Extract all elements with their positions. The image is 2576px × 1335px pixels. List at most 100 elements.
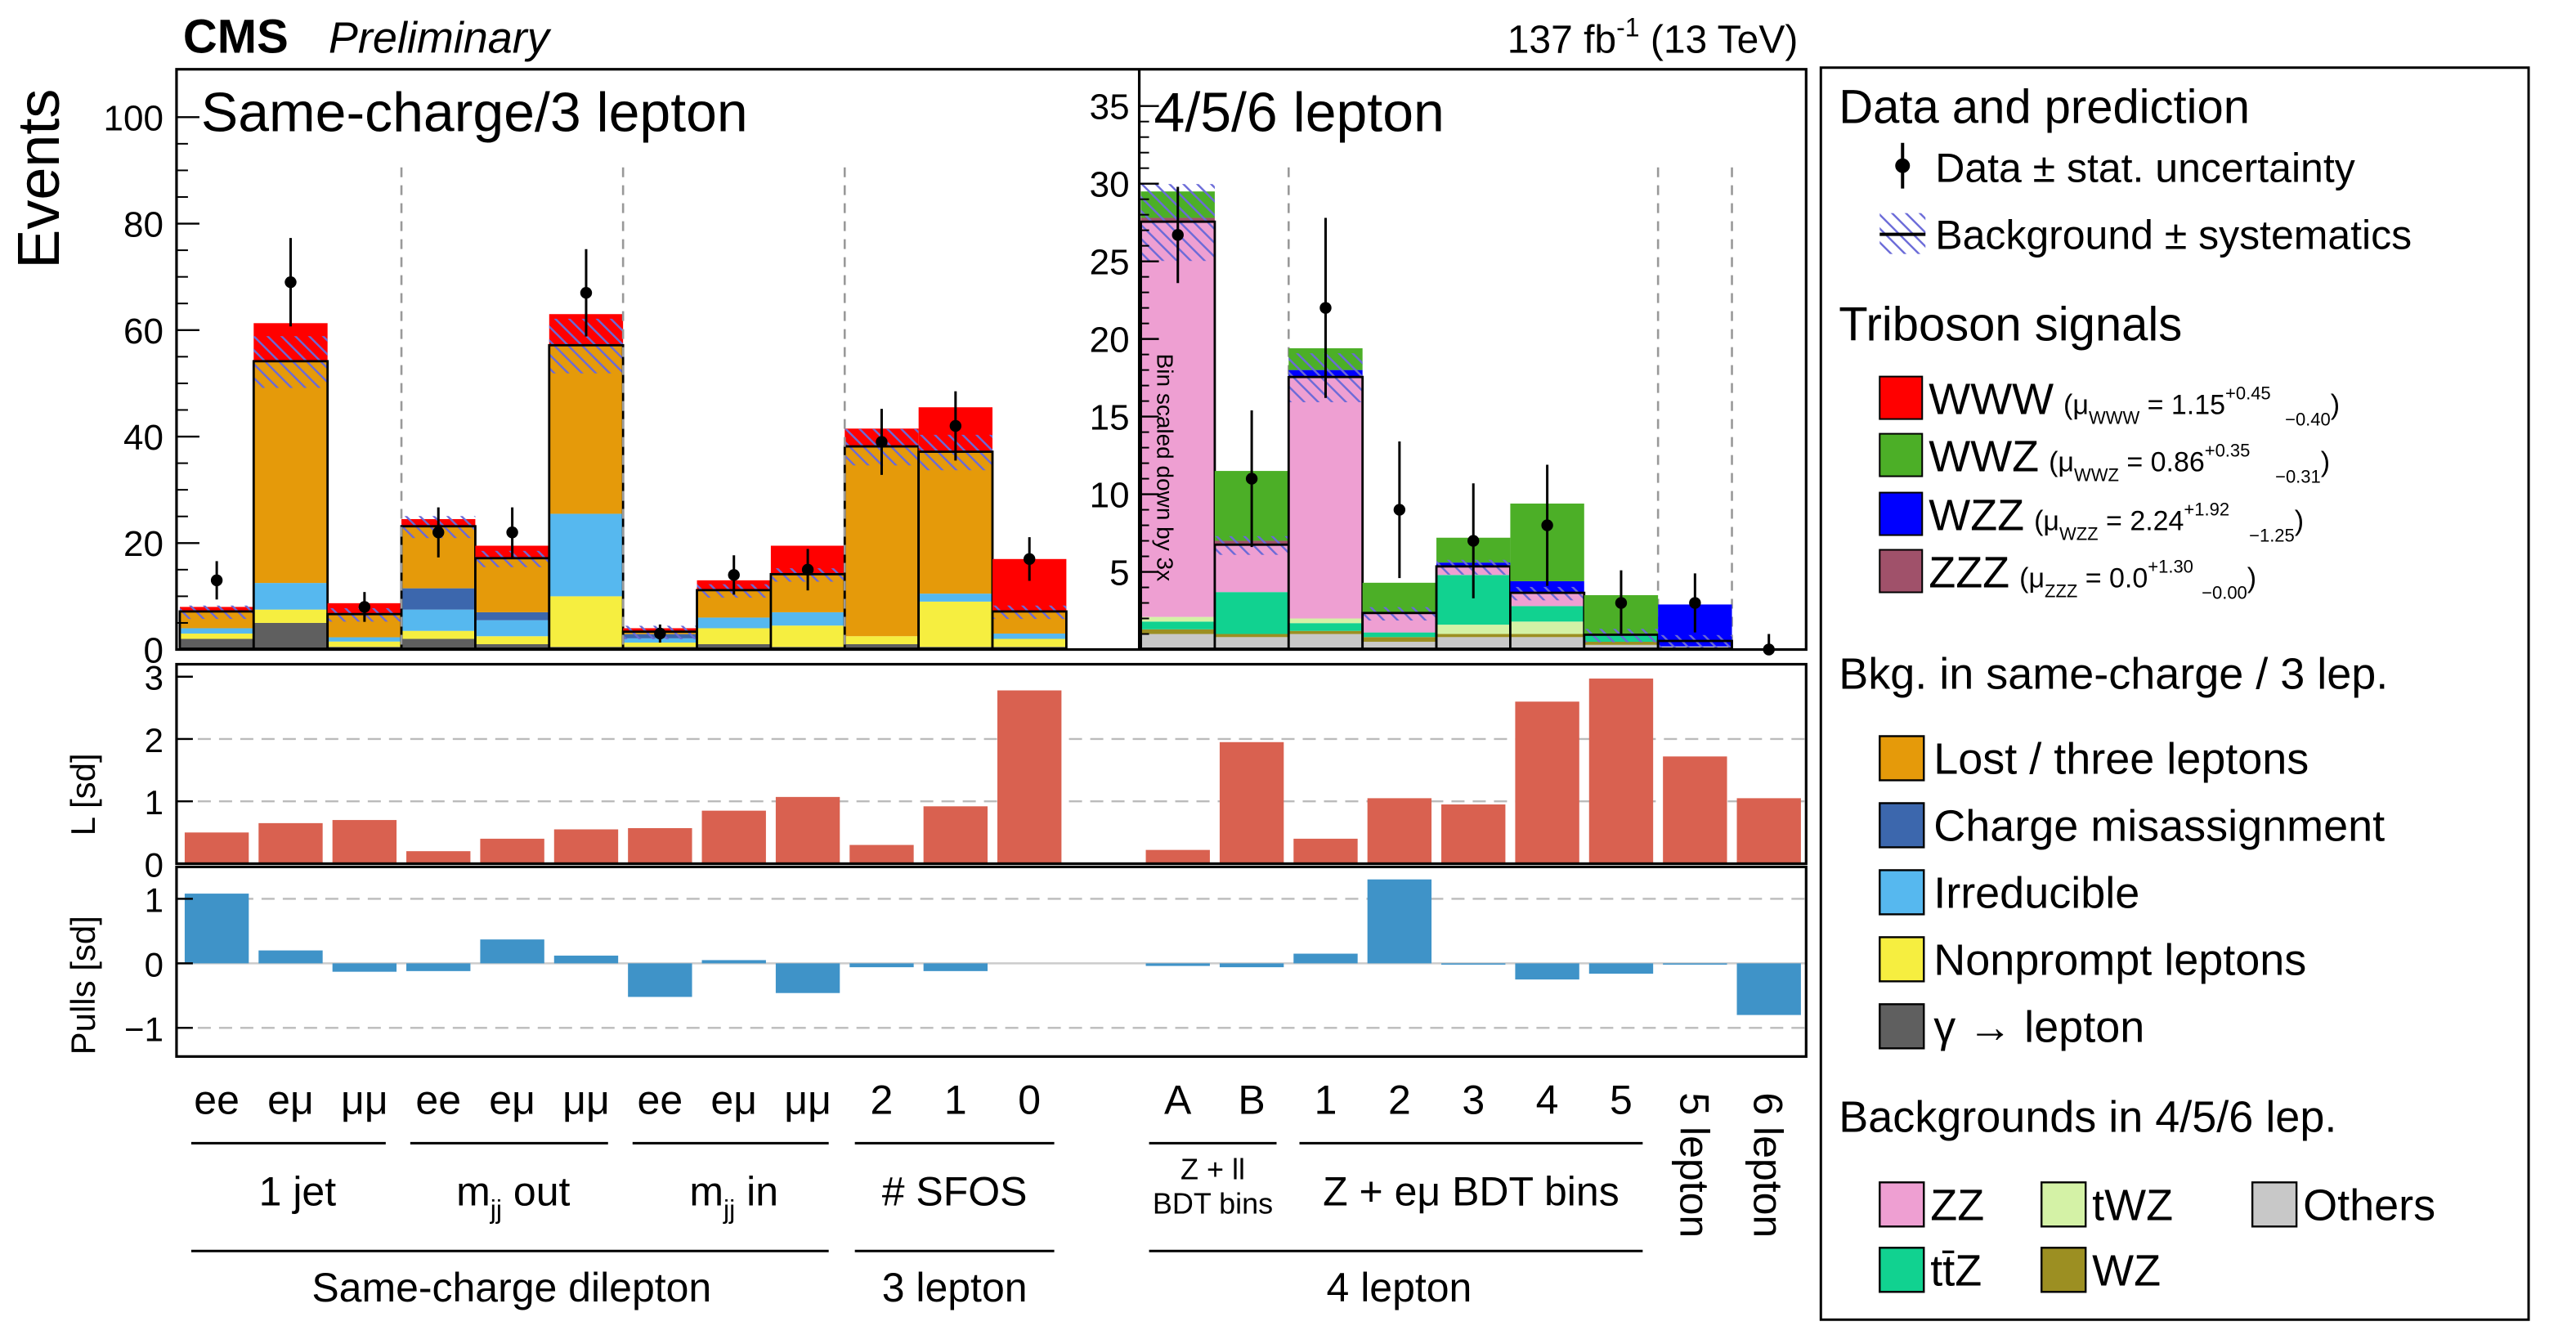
legend-swatch-zzz (1879, 549, 1924, 594)
data-point (1615, 597, 1628, 609)
legend-swatch-ttz (1879, 1247, 1925, 1293)
pull-S-bar (923, 963, 988, 971)
legend-nonprompt: Nonprompt leptons (1933, 935, 2306, 984)
label-1-jet: 1 jet (259, 1168, 337, 1214)
x-tick-label: ee (638, 1077, 683, 1122)
legend-wwz-name: WWZ (1929, 432, 2039, 482)
legend-bkg-label: Background ± systematics (1935, 213, 2412, 258)
pull-L-bar (1588, 679, 1654, 864)
legend-twz: tWZ (2092, 1180, 2173, 1230)
pull-L-bar (1663, 756, 1727, 864)
stack-segment-Others (1214, 637, 1289, 650)
legend-swatch-photon (1879, 1003, 1925, 1050)
y-tick-label: 1 (145, 880, 164, 919)
lumi-sup: -1 (1616, 13, 1639, 43)
y-tick-label: 35 (1090, 87, 1130, 128)
pull-L-bar (628, 827, 692, 864)
pull-S-bar (775, 963, 840, 993)
lumi-energy: (13 TeV) (1640, 19, 1799, 62)
x-tick-label: B (1238, 1077, 1265, 1122)
x-tick-label: eμ (267, 1077, 314, 1122)
legend-swatch-wwz (1879, 432, 1924, 477)
data-point (358, 601, 371, 613)
stack-segment-ttZ (1214, 592, 1289, 634)
bkg-outline (1656, 639, 1733, 650)
legend-data-marker (1895, 158, 1911, 173)
mjj-rest: in (735, 1168, 778, 1214)
stack-segment-nonprompt (179, 633, 254, 639)
legend-swatch-nonprompt (1879, 936, 1925, 983)
pull-S-bar (332, 963, 397, 972)
legend-www-dn: −0.40 (2285, 410, 2331, 430)
stack-segment-nonprompt (401, 630, 476, 639)
stack-segment-nonprompt (253, 609, 328, 623)
main-frame (175, 68, 1808, 652)
y-tick-label: 0 (143, 631, 163, 671)
x-tick-label: ee (194, 1077, 240, 1122)
pull-L-bar (1145, 849, 1210, 864)
y-axis-label-pulls: Pulls [sd] (64, 916, 102, 1055)
label-zll: Z + ll (1180, 1152, 1245, 1185)
legend-wzz-mu: (μ (2034, 506, 2059, 537)
legend-www-name: WWW (1929, 375, 2054, 424)
y-tick-label: 10 (1090, 476, 1130, 516)
y-tick-label: 100 (104, 98, 164, 138)
stack-segment-nonprompt (844, 636, 919, 644)
legend-wzz-name: WZZ (1929, 491, 2024, 540)
y-tick-label: 20 (1090, 320, 1130, 361)
legend-zzz-sub: ZZZ (2045, 581, 2077, 602)
pull-L-bar (1367, 798, 1432, 864)
right-panel: 5 10 15 20 25 30 35 (1090, 87, 1775, 656)
x-tick-label: 2 (871, 1077, 894, 1122)
legend-wwz-up: +0.35 (2205, 441, 2251, 461)
pull-L-bar (701, 810, 766, 864)
mjj-rest: out (502, 1168, 570, 1214)
legend-swatch-chargeflip (1879, 802, 1925, 849)
lumi-label: 137 fb-1 (13 TeV) (1508, 13, 1799, 62)
stack-segment-WZ (1214, 634, 1289, 638)
legend-swatch-others (2251, 1181, 2298, 1228)
pulls-L-frame (175, 662, 1808, 866)
stack-segment-ZZ (1140, 222, 1215, 617)
x-tick-label: 5 (1610, 1077, 1633, 1122)
legend-ttz: tt̄Z (1930, 1246, 1982, 1295)
stack-segment-lost (549, 346, 624, 514)
legend-wwz-sub: WWZ (2074, 465, 2119, 486)
legend-www-mu: (μ (2063, 390, 2089, 421)
y-tick-label: 20 (123, 524, 164, 564)
legend-zzz-val: = 0.0 (2077, 563, 2148, 594)
data-point (1172, 229, 1184, 241)
mjj-m: m (456, 1168, 491, 1214)
stack-segment-chargeflip (401, 588, 476, 610)
legend-wwz-close: ) (2321, 447, 2330, 478)
stack-segment-ZZ (1288, 378, 1363, 619)
stack-segment-Others (1436, 637, 1511, 650)
stack-segment-WZ (1584, 642, 1659, 645)
data-point (1024, 553, 1036, 565)
stack-segment-WZ (1436, 634, 1511, 638)
label-z-emu-bdt: Z + eμ BDT bins (1323, 1168, 1620, 1214)
legend-swatch-www (1879, 375, 1924, 420)
stack-segment-irreducible (179, 628, 254, 634)
stack-segment-ttZ (1288, 623, 1363, 631)
stack-segment-lost (918, 452, 993, 594)
legend-section-title: Triboson signals (1839, 299, 2182, 352)
x-tick-label: 1 (1315, 1077, 1337, 1122)
pull-S-bar (406, 963, 471, 971)
stack-segment-photon (179, 638, 254, 650)
stack-segment-irreducible (253, 583, 328, 610)
x-tick-label: A (1164, 1077, 1192, 1122)
stack-segment-WZ (1288, 630, 1363, 634)
data-point (1393, 504, 1406, 516)
pull-L-bar (997, 690, 1062, 864)
pull-L-bar (184, 832, 249, 864)
pull-S-bar (1736, 963, 1801, 1015)
pull-S-bar (553, 955, 619, 964)
stack-segment-irreducible (697, 617, 771, 629)
legend-zzz-name: ZZZ (1929, 549, 2009, 598)
pull-L-bar (1293, 838, 1358, 864)
stack-segment-tWZ (1510, 621, 1584, 634)
legend-section-title: Backgrounds in 4/5/6 lep. (1839, 1092, 2336, 1141)
x-tick-label: eμ (489, 1077, 535, 1122)
